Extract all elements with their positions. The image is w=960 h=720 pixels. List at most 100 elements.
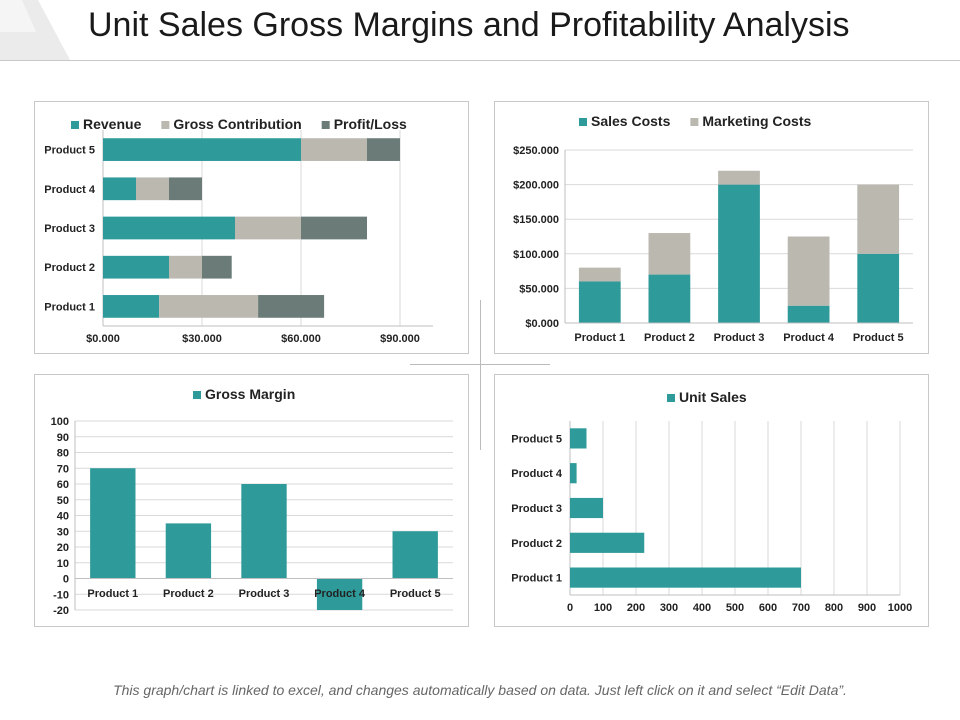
y-tick-label-4: $200.000 xyxy=(513,180,559,192)
bar-profit/loss-product-2 xyxy=(202,255,232,279)
x-tick-label-3: 300 xyxy=(660,602,678,614)
y-tick-label-3: $150.000 xyxy=(513,214,559,226)
x-tick-label-10: 1000 xyxy=(888,602,912,614)
bar-gross-margin-product-2 xyxy=(165,523,212,579)
legend-swatch-1 xyxy=(161,121,170,129)
y-tick-label-4: Product 5 xyxy=(44,145,95,157)
bar-gross-contribution-product-3 xyxy=(235,216,301,240)
bar-sales-costs-product-2 xyxy=(648,274,691,323)
bar-unit-sales-product-5 xyxy=(570,428,587,449)
x-tick-label-8: 800 xyxy=(825,602,843,614)
x-tick-label-9: 900 xyxy=(858,602,876,614)
legend-swatch-0 xyxy=(667,394,675,402)
bar-gross-contribution-product-2 xyxy=(169,255,202,279)
x-tick-label-5: 500 xyxy=(726,602,744,614)
y-tick-label-5: 30 xyxy=(57,526,69,538)
x-tick-label-2: 200 xyxy=(627,602,645,614)
page-title: Unit Sales Gross Margins and Profitabili… xyxy=(88,6,850,44)
y-tick-label-1: Product 2 xyxy=(511,538,562,550)
y-tick-label-2: Product 3 xyxy=(511,503,562,515)
bar-gross-margin-product-1 xyxy=(90,468,136,579)
bar-gross-contribution-product-5 xyxy=(301,138,367,161)
x-tick-label-1: Product 2 xyxy=(163,588,214,600)
y-tick-label-0: Product 1 xyxy=(511,573,562,585)
bar-gross-margin-product-3 xyxy=(241,484,287,579)
x-tick-label-0: Product 1 xyxy=(574,332,625,344)
gross-margin-chart[interactable]: -20 -10 0 10 20 30 40 50 60 70 80 90 100 Product 1 Pro… xyxy=(35,375,468,626)
x-tick-label-3: Product 4 xyxy=(783,332,835,344)
bar-revenue-product-4 xyxy=(103,177,136,201)
y-tick-label-6: 40 xyxy=(57,511,69,523)
costs-chart[interactable]: $0.000 $50.000 $100.000 $150.000 $200.000 $25… xyxy=(495,102,928,353)
bar-marketing-costs-product-3 xyxy=(718,170,760,185)
y-tick-label-0: $0.000 xyxy=(525,318,559,330)
y-tick-label-3: 10 xyxy=(57,558,69,570)
corner-decoration xyxy=(0,0,70,60)
bar-sales-costs-product-5 xyxy=(857,253,900,323)
x-tick-label-2: Product 3 xyxy=(239,588,290,600)
x-tick-label-1: Product 2 xyxy=(644,332,695,344)
bar-profit/loss-product-4 xyxy=(169,177,202,201)
y-tick-label-2: Product 3 xyxy=(44,223,95,235)
bar-gross-margin-product-5 xyxy=(392,531,438,579)
legend-label-2: Profit/Loss xyxy=(334,116,407,132)
unit-sales-chart-panel[interactable]: 0 100 200 300 400 500 600 700 800 900 1000 Product … xyxy=(494,374,929,627)
bar-unit-sales-product-3 xyxy=(570,497,603,519)
x-tick-label-0: $0.000 xyxy=(86,333,120,345)
y-tick-label-8: 60 xyxy=(57,479,69,491)
y-tick-label-2: 0 xyxy=(63,574,69,586)
bar-revenue-product-5 xyxy=(103,138,301,161)
divider-horizontal xyxy=(410,364,550,365)
gross-margin-chart-panel[interactable]: -20 -10 0 10 20 30 40 50 60 70 80 90 100 Product 1 Pro… xyxy=(34,374,469,627)
bar-revenue-product-1 xyxy=(103,295,160,318)
x-tick-label-0: Product 1 xyxy=(87,588,138,600)
bar-revenue-product-2 xyxy=(103,255,169,279)
bar-sales-costs-product-4 xyxy=(787,305,830,323)
bar-marketing-costs-product-4 xyxy=(787,236,830,306)
y-tick-label-3: Product 4 xyxy=(511,468,563,480)
bar-marketing-costs-product-5 xyxy=(857,184,900,254)
x-tick-label-3: Product 4 xyxy=(314,588,366,600)
x-tick-label-2: Product 3 xyxy=(714,332,765,344)
x-tick-label-4: 400 xyxy=(693,602,711,614)
y-tick-label-2: $100.000 xyxy=(513,249,559,261)
profitability-chart-panel[interactable]: $0.000 $30.000 $60.000 $90.000 Product 1 Prod… xyxy=(34,101,469,354)
legend-label-0: Gross Margin xyxy=(205,386,295,402)
bar-marketing-costs-product-1 xyxy=(578,267,621,282)
y-tick-label-1: $50.000 xyxy=(519,283,559,295)
legend-swatch-1 xyxy=(690,118,699,126)
x-tick-label-4: Product 5 xyxy=(390,588,441,600)
costs-chart-panel[interactable]: $0.000 $50.000 $100.000 $150.000 $200.000 $25… xyxy=(494,101,929,354)
x-tick-label-1: 100 xyxy=(594,602,612,614)
bar-gross-contribution-product-4 xyxy=(136,177,169,201)
legend-swatch-2 xyxy=(321,121,330,129)
y-tick-label-12: 100 xyxy=(51,416,69,428)
bar-revenue-product-3 xyxy=(103,216,235,240)
x-tick-label-3: $90.000 xyxy=(380,333,420,345)
bar-sales-costs-product-3 xyxy=(718,184,760,323)
x-tick-label-7: 700 xyxy=(792,602,810,614)
bar-profit/loss-product-1 xyxy=(258,295,325,318)
x-tick-label-1: $30.000 xyxy=(182,333,222,345)
title-divider xyxy=(0,60,960,61)
bar-unit-sales-product-2 xyxy=(570,532,645,553)
legend-label-0: Unit Sales xyxy=(679,389,747,405)
unit-sales-chart[interactable]: 0 100 200 300 400 500 600 700 800 900 1000 Product … xyxy=(495,375,928,626)
x-tick-label-6: 600 xyxy=(759,602,777,614)
legend-swatch-0 xyxy=(71,121,79,129)
legend-swatch-0 xyxy=(193,391,201,399)
bar-unit-sales-product-1 xyxy=(570,567,801,588)
y-tick-label-1: Product 2 xyxy=(44,262,95,274)
y-tick-label-7: 50 xyxy=(57,495,69,507)
x-tick-label-0: 0 xyxy=(567,602,573,614)
y-tick-label-10: 80 xyxy=(57,448,69,460)
y-tick-label-1: -10 xyxy=(53,589,69,601)
y-tick-label-4: Product 5 xyxy=(511,433,562,445)
profitability-chart[interactable]: $0.000 $30.000 $60.000 $90.000 Product 1 Prod… xyxy=(35,102,468,353)
y-tick-label-3: Product 4 xyxy=(44,184,96,196)
legend-label-0: Revenue xyxy=(83,116,142,132)
footer-note: This graph/chart is linked to excel, and… xyxy=(113,682,847,698)
x-tick-label-2: $60.000 xyxy=(281,333,321,345)
y-tick-label-11: 90 xyxy=(57,432,69,444)
bar-gross-margin-product-4 xyxy=(316,578,363,610)
